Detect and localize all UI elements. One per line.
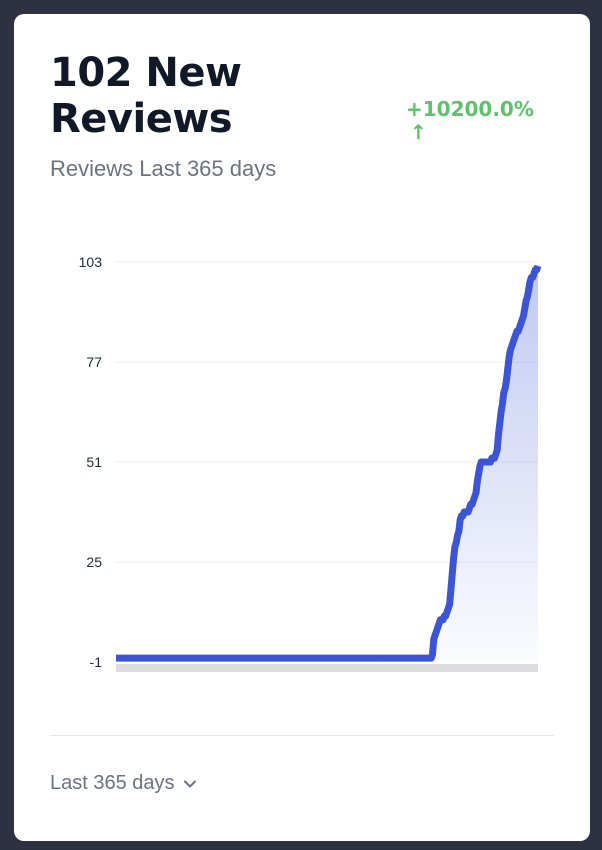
date-range-dropdown[interactable]: Last 365 days xyxy=(50,772,197,795)
arrow-up-icon: ↑ xyxy=(410,120,427,144)
y-tick-label: 25 xyxy=(86,554,102,570)
card-subtitle: Reviews Last 365 days xyxy=(50,156,277,181)
series-area xyxy=(116,265,538,662)
reviews-card: 102 New Reviews +10200.0% ↑ Reviews Last… xyxy=(14,14,590,841)
x-axis-baseline xyxy=(116,664,538,672)
y-tick-label: 103 xyxy=(79,254,103,270)
y-tick-label: -1 xyxy=(90,654,103,670)
y-tick-label: 77 xyxy=(86,354,102,370)
card-title: 102 New Reviews xyxy=(50,50,242,142)
series-line xyxy=(113,264,542,662)
change-value: +10200.0% xyxy=(406,97,534,121)
y-tick-label: 51 xyxy=(86,454,102,470)
footer-divider xyxy=(50,735,554,736)
date-range-label: Last 365 days xyxy=(50,772,175,794)
chevron-down-icon xyxy=(183,780,196,787)
change-indicator: +10200.0% ↑ xyxy=(406,96,534,142)
reviews-line-chart: -1 25 51 77 103 xyxy=(79,254,542,672)
